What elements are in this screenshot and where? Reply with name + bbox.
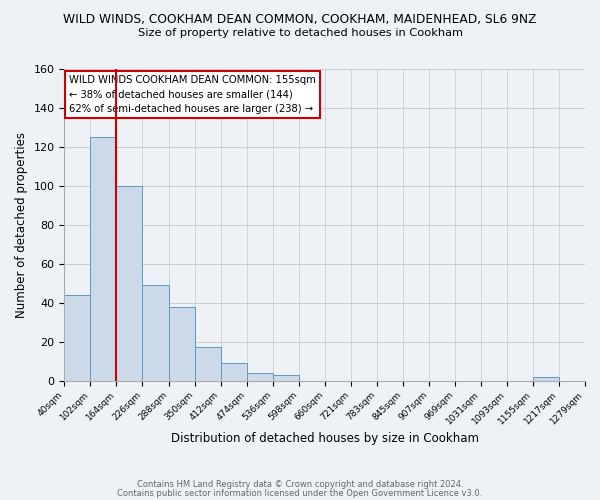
Bar: [169, 306, 194, 380]
Bar: [533, 376, 559, 380]
Y-axis label: Number of detached properties: Number of detached properties: [15, 132, 28, 318]
Text: Contains HM Land Registry data © Crown copyright and database right 2024.: Contains HM Land Registry data © Crown c…: [137, 480, 463, 489]
X-axis label: Distribution of detached houses by size in Cookham: Distribution of detached houses by size …: [171, 432, 479, 445]
Text: WILD WINDS COOKHAM DEAN COMMON: 155sqm
← 38% of detached houses are smaller (144: WILD WINDS COOKHAM DEAN COMMON: 155sqm ←…: [69, 75, 316, 114]
Bar: [64, 295, 91, 380]
Bar: [91, 137, 116, 380]
Bar: [142, 285, 169, 380]
Bar: [247, 373, 272, 380]
Bar: [194, 348, 221, 380]
Text: Contains public sector information licensed under the Open Government Licence v3: Contains public sector information licen…: [118, 490, 482, 498]
Text: WILD WINDS, COOKHAM DEAN COMMON, COOKHAM, MAIDENHEAD, SL6 9NZ: WILD WINDS, COOKHAM DEAN COMMON, COOKHAM…: [64, 12, 536, 26]
Bar: [272, 374, 299, 380]
Bar: [116, 186, 142, 380]
Bar: [221, 363, 247, 380]
Text: Size of property relative to detached houses in Cookham: Size of property relative to detached ho…: [137, 28, 463, 38]
